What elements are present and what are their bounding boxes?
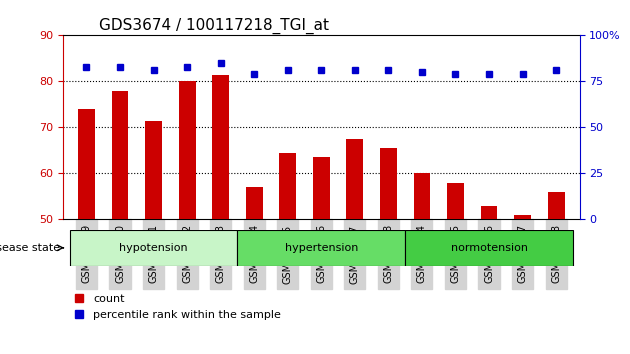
Bar	[346, 139, 364, 219]
Bar	[514, 215, 531, 219]
Bar	[447, 183, 464, 219]
Text: hypertension: hypertension	[285, 243, 358, 253]
Bar	[481, 206, 498, 219]
FancyBboxPatch shape	[405, 230, 573, 266]
Bar	[279, 153, 296, 219]
Text: normotension: normotension	[450, 243, 527, 253]
Text: hypotension: hypotension	[119, 243, 188, 253]
Bar	[78, 109, 95, 219]
Bar	[112, 91, 129, 219]
Bar	[413, 173, 430, 219]
Bar	[212, 74, 229, 219]
FancyBboxPatch shape	[70, 230, 238, 266]
Text: disease state: disease state	[0, 243, 60, 253]
Bar	[179, 81, 195, 219]
Legend: count, percentile rank within the sample: count, percentile rank within the sample	[69, 289, 285, 325]
FancyBboxPatch shape	[238, 230, 405, 266]
Bar	[547, 192, 564, 219]
Bar	[145, 120, 162, 219]
Bar	[313, 157, 329, 219]
Bar	[246, 187, 263, 219]
Text: GDS3674 / 100117218_TGI_at: GDS3674 / 100117218_TGI_at	[99, 18, 329, 34]
Bar	[380, 148, 397, 219]
